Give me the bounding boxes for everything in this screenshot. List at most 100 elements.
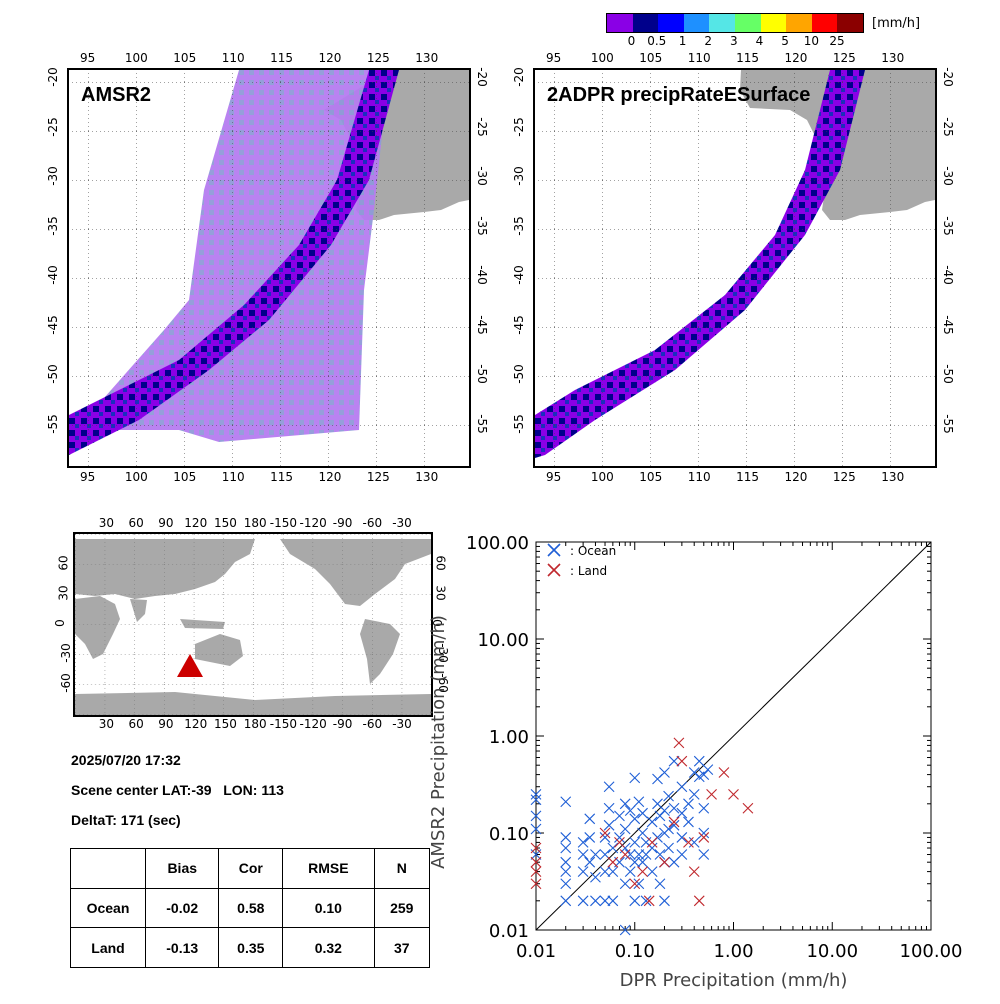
globe-lon-tick-label: -60 (362, 717, 383, 731)
lon-tick-label: 120 (784, 470, 808, 484)
data-point-ocean (614, 832, 625, 843)
lat-tick-label: -35 (474, 215, 489, 236)
lat-tick-label: -25 (511, 116, 526, 137)
map-right-panel: 2ADPR precipRateESurface (533, 68, 937, 468)
data-point-ocean (676, 832, 688, 843)
stats-cell: 0.58 (218, 887, 284, 929)
globe-lon-tick-label: -120 (299, 516, 327, 530)
data-point-land (619, 849, 631, 860)
datetime-text: 2025/07/20 17:32 (71, 752, 181, 768)
stats-row-land: Land -0.13 0.35 0.32 37 (70, 927, 431, 968)
data-point-ocean (688, 767, 700, 778)
colorbar-unit: [mm/h] (872, 16, 921, 31)
stats-header-cell (70, 848, 146, 889)
stats-header-row: Bias Cor RMSE N (70, 848, 431, 889)
globe-lon-tick-label: 120 (184, 717, 208, 731)
lat-tick-label: -20 (45, 67, 60, 87)
data-point-ocean (560, 832, 572, 843)
lat-tick-label: -35 (511, 215, 526, 236)
lon-tick-label: 110 (687, 51, 711, 65)
data-point-land (659, 856, 670, 868)
x-tick-label: 0.10 (615, 941, 655, 962)
lon-tick-label: 95 (546, 51, 562, 65)
lon-tick-label: 115 (736, 470, 759, 484)
colorbar-tick-label: 0 (627, 34, 636, 48)
stats-cell: 0.35 (218, 927, 284, 968)
colorbar: 0 0.5 1 2 3 4 5 10 25 [mm/h] (0, 0, 1000, 55)
stats-cell: -0.02 (144, 887, 220, 929)
stats-header-cell: Cor (218, 848, 284, 889)
lat-tick-label: -20 (511, 67, 526, 87)
x-axis-label: DPR Precipitation (mm/h) (620, 970, 848, 991)
globe-lon-tick-label: 60 (128, 516, 144, 530)
lon-tick-label: 125 (832, 470, 856, 484)
data-point-ocean (624, 849, 636, 860)
globe-map (75, 534, 431, 715)
legend-marker-icon (547, 563, 561, 577)
data-point-land (688, 866, 700, 877)
lon-tick-label: 110 (687, 470, 711, 484)
data-point-ocean (607, 866, 619, 877)
stats-cell: 37 (373, 927, 431, 968)
data-point-ocean (654, 878, 666, 890)
stats-cell: 259 (373, 887, 431, 929)
lat-tick-label: -45 (45, 314, 60, 335)
data-point-ocean (676, 849, 688, 860)
data-point-ocean (577, 866, 589, 877)
lat-tick-label: -30 (940, 166, 955, 186)
scene-location-marker-icon (177, 654, 203, 677)
colorbar-swatch (837, 14, 863, 32)
legend-marker-icon (547, 543, 561, 557)
globe-lon-tick-label: 30 (98, 717, 115, 731)
globe-lon-tick-label: -120 (299, 717, 327, 731)
colorbar-tick-label: 25 (829, 34, 845, 48)
data-point-land (673, 737, 685, 749)
x-tick-label: 0.01 (516, 941, 556, 962)
lat-tick-label: -45 (474, 314, 489, 335)
data-point-ocean (698, 769, 710, 780)
lon-tick-label: 100 (590, 51, 614, 65)
stats-cell: 0.32 (282, 927, 375, 968)
data-point-ocean (590, 871, 601, 883)
data-point-ocean (577, 895, 589, 907)
data-point-ocean (659, 895, 670, 907)
data-point-ocean (688, 837, 700, 848)
data-point-land (643, 895, 655, 907)
data-point-ocean (624, 805, 636, 817)
data-point-land (599, 827, 611, 839)
data-point-land (530, 842, 542, 854)
data-point-ocean (698, 802, 710, 814)
one-to-one-line (535, 541, 932, 931)
data-point-ocean (619, 798, 631, 810)
colorbar-tick-label: 5 (781, 34, 789, 48)
lon-tick-label: 120 (318, 470, 342, 484)
map-right-plot (535, 70, 935, 466)
globe-lat-tick-label: 60 (56, 555, 71, 571)
lat-tick-label: -40 (940, 265, 955, 285)
lon-tick-label: 125 (366, 51, 390, 65)
lat-tick-label: -30 (45, 166, 60, 186)
data-point-ocean (599, 895, 611, 907)
data-point-ocean (702, 764, 714, 776)
globe-lon-tick-label: 60 (128, 717, 144, 731)
y-tick-label: 10.00 (477, 630, 529, 651)
colorbar-swatch (632, 14, 659, 32)
data-point-ocean (624, 866, 636, 877)
globe-panel (73, 532, 433, 717)
lat-tick-label: -35 (45, 215, 60, 236)
y-axis-label: AMSR2 Precipitation (mm/h) (428, 615, 449, 869)
deltat-text: DeltaT: 171 (sec) (71, 812, 181, 828)
lon-tick-label: 120 (318, 51, 342, 65)
data-point-land (706, 789, 717, 800)
colorbar-swatches (606, 13, 864, 33)
data-point-land (742, 802, 754, 814)
data-point-land (718, 767, 730, 778)
data-point-land (728, 789, 739, 800)
colorbar-swatch (811, 14, 838, 32)
legend-label: : Ocean (570, 544, 616, 558)
lat-tick-label: -45 (940, 314, 955, 335)
data-point-ocean (646, 816, 658, 828)
lon-tick-label: 95 (80, 470, 96, 484)
lat-tick-label: -50 (940, 364, 955, 384)
globe-lon-tick-label: -150 (269, 516, 298, 530)
